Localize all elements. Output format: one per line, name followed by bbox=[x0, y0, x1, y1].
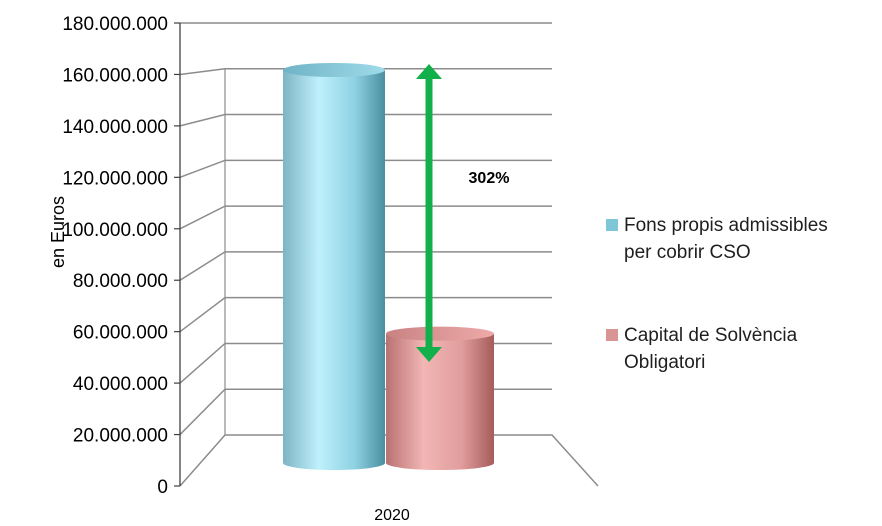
x-category-label: 2020 bbox=[374, 507, 410, 524]
legend-label: Capital de Solvència bbox=[624, 325, 798, 346]
bars bbox=[283, 63, 494, 470]
y-tick-label: 180.000.000 bbox=[62, 14, 168, 35]
legend-label: Fons propis admissibles bbox=[624, 215, 828, 236]
bar-fons-propis bbox=[283, 63, 385, 470]
legend-swatch bbox=[606, 219, 618, 231]
legend-swatch bbox=[606, 329, 618, 341]
y-tick-label: 20.000.000 bbox=[73, 426, 168, 447]
bar-fons-propis-top bbox=[283, 63, 385, 77]
bar-capital-solvencia-top bbox=[386, 326, 494, 341]
y-tick-label: 60.000.000 bbox=[73, 323, 168, 344]
bar-capital-solvencia bbox=[386, 326, 494, 470]
legend: Fons propis admissibles per cobrir CSO Cap… bbox=[606, 215, 828, 373]
y-axis-label: en Euros bbox=[48, 196, 68, 268]
y-tick-label: 40.000.000 bbox=[73, 374, 168, 395]
annotation: 302% bbox=[416, 64, 509, 362]
legend-label-line2: per cobrir CSO bbox=[624, 242, 751, 263]
y-tick-label: 80.000.000 bbox=[73, 271, 168, 292]
axes bbox=[174, 22, 181, 487]
y-tick-label: 120.000.000 bbox=[62, 168, 168, 189]
bar-fons-propis-body bbox=[283, 70, 385, 470]
legend-item: Fons propis admissibles per cobrir CSO bbox=[606, 215, 828, 263]
y-tick-label: 0 bbox=[157, 477, 168, 498]
y-tick-label: 100.000.000 bbox=[62, 220, 168, 241]
ratio-label: 302% bbox=[469, 170, 510, 187]
ratio-arrow-head-up bbox=[416, 64, 442, 79]
gridlines bbox=[179, 22, 599, 487]
legend-label-line2: Obligatori bbox=[624, 352, 705, 373]
legend-item: Capital de Solvència Obligatori bbox=[606, 325, 798, 373]
bar-capital-solvencia-body bbox=[386, 333, 494, 470]
y-tick-label: 160.000.000 bbox=[62, 65, 168, 86]
ratio-arrow-head-down bbox=[416, 347, 442, 362]
y-tick-label: 140.000.000 bbox=[62, 117, 168, 138]
y-tick-labels: 0 20.000.000 40.000.000 60.000.000 80.000.00… bbox=[62, 14, 168, 498]
